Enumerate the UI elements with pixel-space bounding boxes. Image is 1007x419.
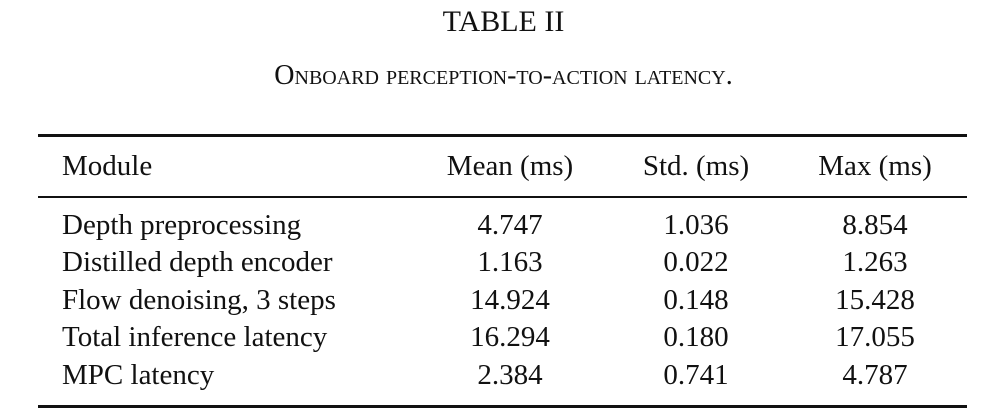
cell-max: 4.787	[842, 359, 908, 391]
cell-module: MPC latency	[62, 359, 215, 391]
column-header-max: Max (ms)	[818, 150, 932, 182]
column-header-std: Std. (ms)	[642, 150, 750, 182]
cell-module: Depth preprocessing	[62, 209, 302, 241]
cell-module: Total inference latency	[62, 321, 328, 353]
cell-max: 17.055	[835, 321, 915, 353]
cell-max: 8.854	[842, 209, 908, 241]
cell-max: 1.263	[842, 246, 908, 278]
cell-mean: 14.924	[470, 284, 550, 316]
cell-mean: 4.747	[477, 209, 543, 241]
cell-mean: 1.163	[477, 246, 543, 278]
column-header-module: Module	[62, 150, 153, 182]
cell-std: 0.022	[663, 246, 729, 278]
table-top-rule	[38, 134, 967, 137]
table-header-rule	[38, 196, 967, 198]
table-bottom-rule	[38, 405, 967, 408]
cell-module: Flow denoising, 3 steps	[62, 284, 336, 316]
table-label: TABLE II	[442, 5, 565, 38]
table-caption: Onboard perception-to-action latency.	[274, 60, 733, 91]
column-header-mean: Mean (ms)	[446, 150, 574, 182]
cell-mean: 2.384	[477, 359, 543, 391]
cell-std: 0.148	[663, 284, 729, 316]
cell-std: 0.180	[663, 321, 729, 353]
cell-mean: 16.294	[470, 321, 550, 353]
cell-std: 1.036	[663, 209, 729, 241]
cell-max: 15.428	[835, 284, 915, 316]
cell-module: Distilled depth encoder	[62, 246, 333, 278]
cell-std: 0.741	[663, 359, 729, 391]
